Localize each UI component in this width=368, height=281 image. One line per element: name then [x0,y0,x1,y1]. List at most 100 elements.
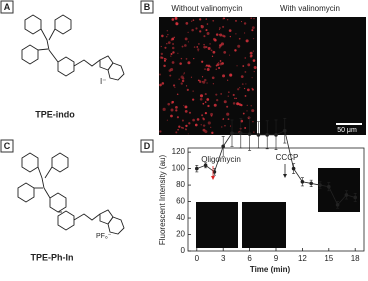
signal-dot [250,105,252,107]
signal-dot [201,114,204,117]
scale-bar-label: 50 μm [337,127,357,134]
signal-dot [194,123,198,127]
signal-dot [228,29,232,32]
y-axis-label: Fluorescent Intensity (au) [158,155,167,246]
signal-dot [244,71,247,73]
signal-dot [193,58,195,60]
signal-dot [197,79,200,82]
signal-dot [206,32,210,35]
signal-dot [229,125,231,127]
data-point [195,166,199,171]
signal-dot [170,55,172,57]
signal-dot [251,77,253,79]
signal-dot [161,82,165,85]
signal-dot [204,101,207,103]
y-tick-label: 20 [176,230,185,239]
signal-dot [192,19,195,21]
inset-image [196,202,238,248]
signal-dot [210,66,212,68]
signal-dot [161,34,164,38]
signal-dot [219,62,223,66]
signal-dot [185,58,188,60]
signal-dot [215,33,219,36]
signal-dot [199,30,202,33]
signal-dot [201,60,204,63]
signal-dot [174,16,178,20]
signal-dot [245,83,247,85]
signal-dot [210,49,213,52]
signal-dot [199,18,202,21]
x-tick-label: 6 [247,254,252,263]
signal-dot [210,126,212,128]
signal-dot [206,23,209,25]
signal-dot [224,125,226,127]
signal-dot [211,55,214,57]
signal-dot [192,98,195,101]
signal-dot [175,21,177,23]
data-point [239,131,243,135]
signal-dot [163,64,166,68]
signal-dot [174,86,176,89]
signal-dot [195,27,198,30]
x-axis-label: Time (min) [250,265,291,274]
signal-dot [205,18,207,20]
data-point [335,203,340,207]
signal-dot [241,83,244,85]
signal-dot [210,112,213,116]
signal-dot [170,53,173,56]
signal-dot [204,78,207,82]
arrow-head [283,174,287,178]
signal-dot [161,56,163,59]
y-tick-label: 100 [172,164,186,173]
x-tick-label: 0 [195,254,200,263]
data-point [247,132,252,136]
signal-dot [227,118,230,121]
data-point [344,193,349,197]
signal-dot [234,49,237,52]
signal-dot [243,32,246,34]
signal-dot [235,33,237,35]
signal-dot [243,22,247,25]
signal-dot [160,45,162,48]
inset-image [242,202,286,248]
signal-dot [205,29,208,32]
signal-dot [220,93,222,95]
signal-dot [200,25,202,27]
data-point [300,179,305,184]
signal-dot [197,50,199,52]
signal-dot [226,112,230,116]
signal-dot [159,130,162,133]
signal-dot [201,76,204,78]
signal-dot [184,110,188,113]
signal-dot [183,104,185,107]
signal-dot [202,124,206,127]
signal-dot [206,82,208,84]
signal-dot [180,75,184,79]
signal-dot [167,102,171,106]
signal-dot [159,73,162,76]
image-title: With valinomycin [280,4,340,13]
data-point [265,133,270,137]
signal-dot [218,67,221,70]
signal-dot [202,80,206,84]
panel-label-box [0,139,14,153]
signal-dot [229,54,231,56]
signal-dot [197,48,200,51]
signal-dot [166,30,169,32]
signal-dot [252,59,256,62]
signal-dot [172,51,175,54]
signal-dot [204,68,206,71]
signal-dot [185,124,188,128]
data-point [309,181,314,186]
signal-dot [177,52,179,54]
signal-dot [167,34,169,36]
signal-dot [175,131,178,134]
signal-dot [187,133,189,135]
signal-dot [162,107,166,111]
signal-dot [240,75,244,78]
signal-dot [192,118,195,122]
signal-dot [218,28,221,31]
x-tick-label: 12 [298,254,307,263]
signal-dot [203,43,205,46]
signal-dot [183,73,185,75]
